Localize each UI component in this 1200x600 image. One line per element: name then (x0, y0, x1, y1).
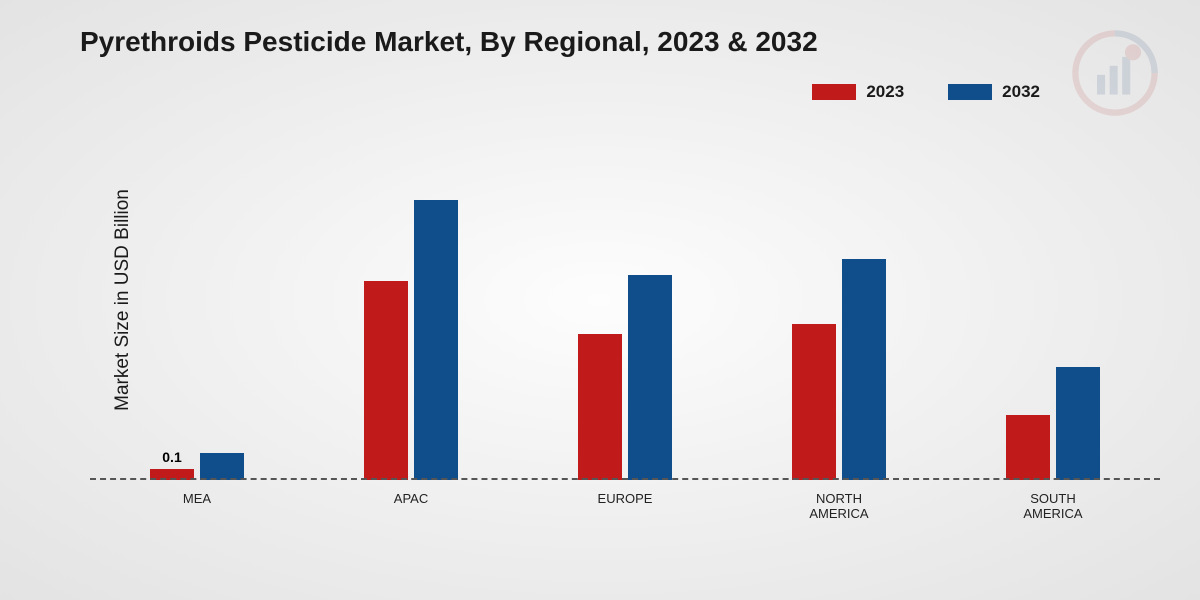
x-axis-label: APAC (304, 486, 518, 522)
bar (842, 259, 886, 480)
x-axis-label: NORTHAMERICA (732, 486, 946, 522)
watermark-logo-icon (1070, 28, 1160, 118)
bar-group: 0.1 (90, 135, 304, 480)
bar-value-label: 0.1 (150, 449, 194, 465)
bar-group (732, 135, 946, 480)
plot-area: 0.1 MEAAPACEUROPENORTHAMERICASOUTHAMERIC… (90, 135, 1160, 520)
bar (364, 281, 408, 480)
x-axis-label: EUROPE (518, 486, 732, 522)
bar-groups: 0.1 (90, 135, 1160, 480)
bar (792, 324, 836, 480)
chart-title: Pyrethroids Pesticide Market, By Regiona… (80, 26, 818, 58)
legend-swatch-2023 (812, 84, 856, 100)
bar-group (304, 135, 518, 480)
x-axis-label: MEA (90, 486, 304, 522)
x-axis-label: SOUTHAMERICA (946, 486, 1160, 522)
bar-group (518, 135, 732, 480)
legend-label-2032: 2032 (1002, 82, 1040, 102)
legend-label-2023: 2023 (866, 82, 904, 102)
legend-swatch-2032 (948, 84, 992, 100)
x-axis-labels: MEAAPACEUROPENORTHAMERICASOUTHAMERICA (90, 486, 1160, 522)
bar-group (946, 135, 1160, 480)
bar (1056, 367, 1100, 480)
bar (1006, 415, 1050, 480)
legend-item-2023: 2023 (812, 82, 904, 102)
x-axis-baseline (90, 478, 1160, 480)
legend: 2023 2032 (812, 82, 1040, 102)
chart-canvas: Pyrethroids Pesticide Market, By Regiona… (0, 0, 1200, 600)
bar (200, 453, 244, 480)
bar (628, 275, 672, 480)
bar (414, 200, 458, 480)
bar (578, 334, 622, 480)
legend-item-2032: 2032 (948, 82, 1040, 102)
